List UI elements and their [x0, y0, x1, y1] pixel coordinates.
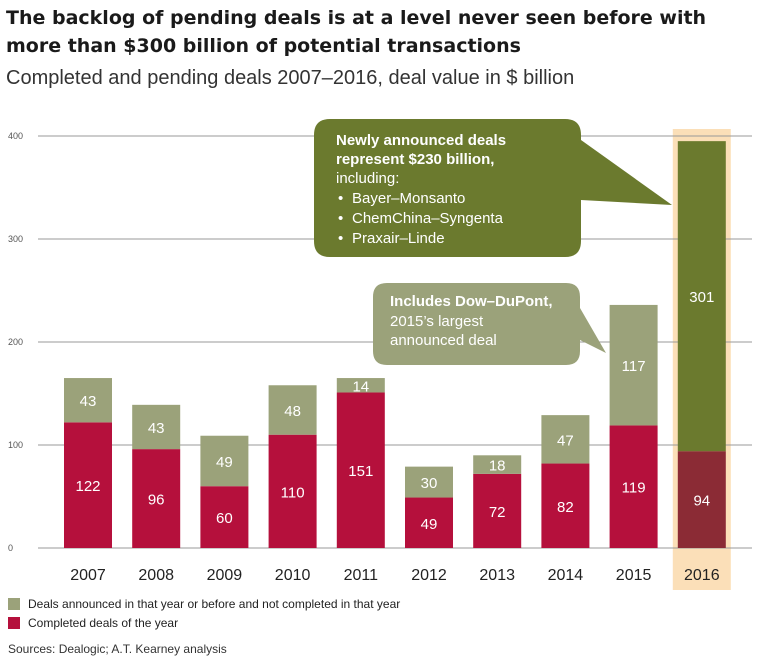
data-label-pending-2016: 301 — [689, 289, 714, 306]
bar-pending-2009 — [200, 435, 249, 487]
x-tick-2010: 2010 — [275, 567, 311, 584]
y-tick-100: 100 — [8, 440, 23, 450]
data-label-pending-2010: 48 — [284, 403, 301, 420]
data-label-pending-2014: 47 — [557, 432, 574, 449]
x-tick-2013: 2013 — [479, 567, 515, 584]
bar-pending-2008 — [132, 404, 181, 450]
callout-2016-text: including: — [336, 170, 399, 187]
y-tick-400: 400 — [8, 131, 23, 141]
callout-2015-bubble — [373, 283, 606, 365]
callout-2016-bullet-marker-1: • — [338, 210, 343, 227]
bar-pending-2010 — [268, 385, 317, 435]
x-tick-2016: 2016 — [684, 567, 720, 584]
y-tick-0: 0 — [8, 543, 13, 553]
x-tick-2009: 2009 — [207, 567, 243, 584]
data-label-completed-2012: 49 — [421, 516, 438, 533]
legend-label-completed: Completed deals of the year — [28, 616, 179, 630]
x-tick-2008: 2008 — [138, 567, 174, 584]
data-label-pending-2013: 18 — [489, 458, 506, 475]
bar-completed-2008 — [132, 449, 181, 548]
callout-2016-bullet-marker-2: • — [338, 230, 343, 247]
callout-2016-bullet-1: ChemChina–Syngenta — [352, 210, 504, 227]
callout-2015-heading: Includes Dow–DuPont, — [390, 293, 553, 310]
x-tick-2015: 2015 — [616, 567, 652, 584]
bar-completed-2009 — [200, 486, 249, 548]
data-label-completed-2013: 72 — [489, 504, 506, 521]
bar-completed-2013 — [473, 473, 522, 548]
bar-completed-2015 — [609, 425, 658, 548]
data-label-completed-2015: 119 — [622, 480, 646, 497]
chart-subtitle: Completed and pending deals 2007–2016, d… — [6, 67, 575, 89]
data-label-pending-2009: 49 — [216, 454, 233, 471]
bar-pending-2014 — [541, 415, 590, 464]
bar-pending-2011 — [336, 378, 385, 393]
bar-completed-2010 — [268, 434, 317, 548]
bar-pending-2013 — [473, 455, 522, 474]
bar-completed-2007 — [64, 422, 112, 548]
bar-pending-2007 — [64, 378, 112, 423]
legend-swatch-completed — [8, 617, 20, 629]
callout-2016-bullet-2: Praxair–Linde — [352, 230, 445, 247]
bar-pending-2016 — [677, 141, 726, 452]
bar-pending-2012 — [405, 466, 453, 498]
legend-label-pending: Deals announced in that year or before a… — [28, 597, 401, 611]
callout-2016-heading-0: Newly announced deals — [336, 132, 506, 149]
data-label-pending-2012: 30 — [421, 475, 438, 492]
bar-completed-2014 — [541, 463, 590, 548]
bar-completed-2012 — [405, 497, 453, 548]
data-label-completed-2010: 110 — [281, 484, 305, 501]
bar-pending-2015 — [609, 304, 658, 426]
data-label-completed-2009: 60 — [216, 510, 233, 527]
data-label-completed-2011: 151 — [348, 463, 373, 480]
y-tick-300: 300 — [8, 234, 23, 244]
data-label-completed-2007: 122 — [75, 478, 100, 495]
x-tick-2014: 2014 — [548, 567, 584, 584]
stacked-bar-chart: 0 100 200 300 400 122 43 2007 96 43 2008 60 49 2009 11… — [8, 119, 752, 590]
legend-item-pending: Deals announced in that year or before a… — [8, 597, 400, 611]
legend-swatch-pending — [8, 598, 20, 610]
callout-2016-bullet-marker-0: • — [338, 190, 343, 207]
legend-item-completed: Completed deals of the year — [8, 616, 178, 630]
bar-completed-2016 — [677, 451, 726, 548]
chart-title: The backlog of pending deals is at a lev… — [6, 7, 707, 57]
x-tick-2011: 2011 — [344, 567, 379, 584]
callout-2015-line-1: announced deal — [390, 332, 497, 349]
x-tick-2007: 2007 — [70, 567, 106, 584]
x-tick-2012: 2012 — [411, 567, 447, 584]
callout-2016-heading-1: represent $230 billion, — [336, 151, 494, 168]
data-label-pending-2011: 14 — [352, 378, 369, 395]
data-label-completed-2008: 96 — [148, 492, 165, 509]
bar-completed-2011 — [336, 392, 385, 548]
data-label-pending-2007: 43 — [80, 393, 97, 410]
data-label-pending-2015: 117 — [622, 358, 646, 375]
data-label-pending-2008: 43 — [148, 420, 165, 437]
source-note: Sources: Dealogic; A.T. Kearney analysis — [8, 642, 227, 656]
callout-2015-line-0: 2015’s largest — [390, 313, 484, 330]
y-tick-200: 200 — [8, 337, 23, 347]
data-label-completed-2014: 82 — [557, 499, 574, 516]
data-label-completed-2016: 94 — [693, 493, 710, 510]
callout-2016-bullet-0: Bayer–Monsanto — [352, 190, 465, 207]
callout-2016-bubble — [314, 119, 672, 257]
